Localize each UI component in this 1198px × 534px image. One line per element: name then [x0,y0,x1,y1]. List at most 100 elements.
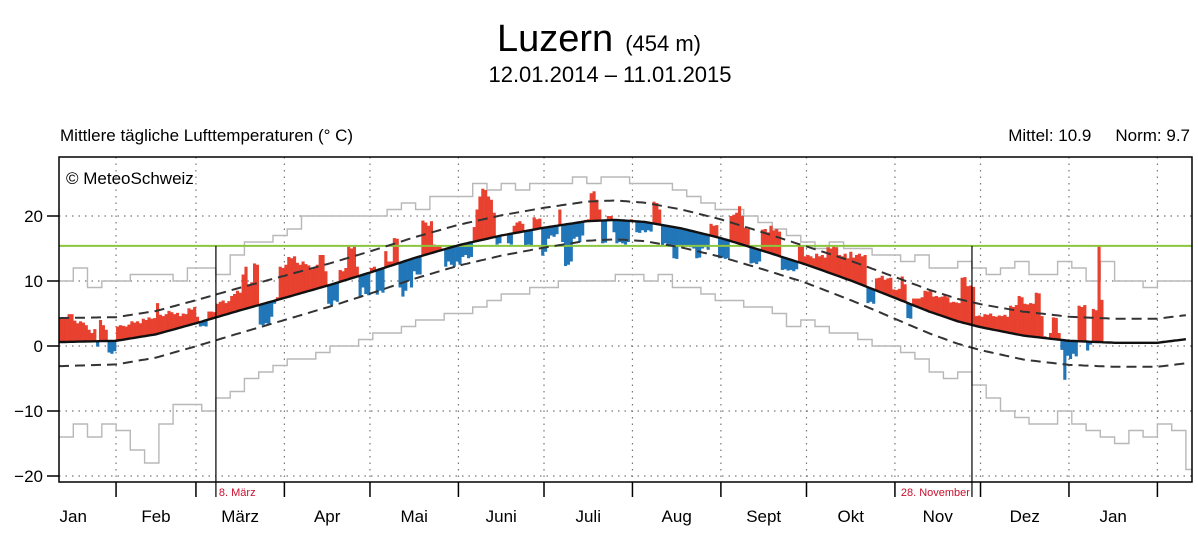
temp-bar-below-norm [544,227,548,252]
temp-bar-above-norm [355,266,359,277]
y-tick-label: −20 [14,467,43,486]
temp-bar-above-norm [849,251,853,281]
temp-bar-above-norm [1051,317,1055,340]
temp-bar-below-norm [678,228,682,247]
temp-bar-below-norm [757,249,762,262]
temp-bar-above-norm [1011,307,1016,334]
temp-bar-below-norm [412,258,416,272]
temp-bar-below-norm [261,303,265,326]
temp-bar-above-norm [986,314,990,329]
temp-bar-above-norm [195,316,200,323]
temp-bar-above-norm [740,216,745,245]
chart-title: Luzern (454 m) [0,18,1198,61]
temp-bar-above-norm [61,317,65,342]
temp-bar-above-norm [760,229,764,251]
temp-bar-above-norm [775,229,779,256]
temp-bar-above-norm [492,212,496,238]
temp-bar-below-norm [703,234,707,248]
temp-bar-above-norm [894,290,899,299]
temp-bar-below-norm [96,341,100,347]
copyright: © MeteoSchweiz [66,169,194,188]
temp-bar-above-norm [863,255,867,287]
temp-bar-above-norm [307,265,311,291]
temp-bar-below-norm [660,225,665,246]
temp-bar-below-norm [364,273,368,294]
temp-bar-above-norm [846,258,850,280]
temp-bar-below-norm [641,221,645,231]
temp-bar-above-norm [73,320,77,342]
month-label: Feb [141,507,170,526]
temp-bar-above-norm [372,266,376,272]
temp-bar-below-norm [270,301,274,317]
temp-bar-below-norm [452,246,456,267]
temp-bar-below-norm [638,221,642,233]
temp-bar-below-norm [700,233,705,249]
temp-bar-above-norm [341,271,345,281]
temp-bar-below-norm [866,287,870,304]
temp-bar-below-norm [692,231,696,249]
temp-bar-above-norm [889,277,893,297]
temp-bar-above-norm [278,266,282,300]
temp-bar-above-norm [1083,305,1087,342]
temp-bar-below-norm [107,340,111,353]
temp-bar-below-norm [404,260,408,291]
temp-bar-below-norm [615,220,619,244]
temp-bar-below-norm [415,257,419,275]
temp-bar-above-norm [766,232,770,253]
temp-bar-above-norm [515,222,519,233]
temp-bar-above-norm [815,253,819,269]
temp-bar-above-norm [1094,310,1098,342]
temp-bar-below-norm [646,222,650,231]
temp-bar-above-norm [227,301,231,314]
temp-bar-above-norm [78,321,83,342]
temp-bar-above-norm [1040,316,1044,338]
temp-bar-above-norm [934,295,939,314]
temp-bar-below-norm [258,304,262,325]
temp-bar-below-norm [686,230,690,247]
temp-bar-above-norm [318,255,322,288]
temp-bar-above-norm [1006,316,1010,333]
temp-bar-above-norm [76,323,80,342]
temp-bar-above-norm [147,317,151,336]
temp-bar-above-norm [877,277,881,292]
temp-bar-below-norm [198,322,202,327]
temp-bar-below-norm [906,303,910,319]
temp-bar-below-norm [1068,340,1073,359]
temp-bar-above-norm [310,269,314,291]
plot-frame [58,156,1193,483]
temp-bar-above-norm [164,314,168,332]
temp-bar-below-norm [872,289,876,304]
temp-bar-above-norm [652,201,656,224]
temp-bar-above-norm [475,209,479,242]
temp-bar-above-norm [210,311,214,319]
temp-bar-above-norm [843,253,847,279]
temp-bar-above-norm [395,238,399,264]
temp-bar-below-norm [552,226,556,237]
record-max-line [59,176,1192,289]
month-label: Dez [1010,507,1040,526]
temp-bar-below-norm [361,274,365,288]
temp-bar-above-norm [424,222,428,255]
temp-bar-below-norm [449,247,454,265]
temp-bar-above-norm [900,276,904,301]
temp-bar-above-norm [321,255,325,287]
temp-bar-above-norm [87,329,91,342]
temp-bar-below-norm [401,261,405,297]
temp-bar-below-norm [663,225,667,244]
temp-bar-below-norm [335,282,339,302]
temp-bar-above-norm [275,297,279,300]
temp-bar-above-norm [127,324,131,339]
temp-bar-above-norm [384,251,388,268]
y-axis-label: Mittlere tägliche Lufttemperaturen (° C) [60,126,354,145]
temp-bar-below-norm [726,240,730,259]
stats: Mittel: 10.9 Norm: 9.7 [984,126,1190,146]
temp-bar-above-norm [595,199,599,221]
temp-bar-below-norm [358,275,362,297]
temp-bar-below-norm [601,220,605,244]
temp-bar-above-norm [255,264,260,306]
month-label: Sept [746,507,781,526]
temp-bar-below-norm [669,226,673,246]
temp-bar-above-norm [190,309,194,325]
temp-bar-above-norm [732,214,736,242]
temp-bar-below-norm [720,238,725,258]
